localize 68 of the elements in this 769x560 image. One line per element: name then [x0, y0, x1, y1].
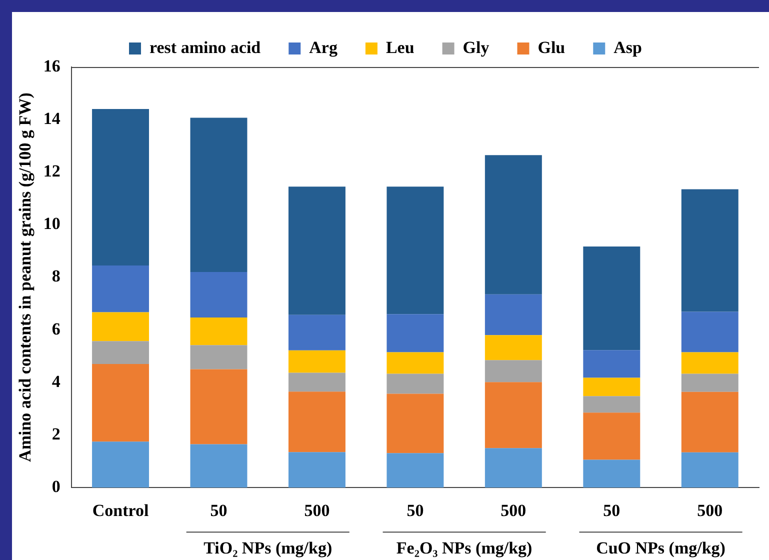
bar: [288, 392, 346, 452]
bar: [681, 452, 738, 488]
bar: [681, 374, 738, 392]
bar: [484, 155, 542, 294]
y-tick-label: 4: [52, 372, 61, 391]
x-tick-label: 50: [603, 501, 620, 520]
bar: [288, 372, 346, 392]
bar: [386, 352, 444, 374]
y-tick-label: 16: [43, 56, 60, 76]
bar: [190, 369, 248, 444]
bar: [386, 394, 444, 454]
x-tick-label: 500: [500, 501, 526, 520]
bar: [583, 246, 640, 350]
y-tick-label: 6: [52, 319, 60, 338]
x-tick-label: Control: [92, 501, 149, 520]
y-tick-label: 0: [52, 476, 60, 496]
bar: [386, 374, 444, 394]
bar: [386, 314, 444, 352]
x-tick-label: 50: [210, 501, 228, 520]
bar: [583, 350, 640, 378]
x-tick-label: 500: [697, 501, 723, 520]
bar: [681, 392, 738, 452]
bar: [583, 412, 640, 460]
bar: [190, 272, 248, 318]
bar: [92, 364, 149, 442]
bar: [681, 189, 738, 312]
x-tick-label: 500: [304, 501, 330, 520]
bar: [190, 318, 248, 346]
y-axis-title: Amino acid contents in peanut grains (g/100 g FW): [16, 92, 35, 462]
bar: [484, 335, 542, 360]
text: Fe₂O₃ NPs (mg/kg): [396, 538, 532, 558]
bar: [681, 312, 738, 352]
bar: [92, 442, 149, 488]
bar: [288, 314, 346, 350]
legend-label: Arg: [309, 38, 338, 57]
bar: [484, 448, 542, 488]
bar: [288, 350, 346, 373]
y-tick-label: 12: [43, 162, 60, 181]
legend-label: Gly: [462, 38, 490, 57]
y-tick-label: 10: [43, 214, 60, 234]
bar: [92, 109, 149, 266]
bar: [288, 452, 346, 488]
legend-label: Asp: [614, 38, 642, 57]
bar: [288, 186, 346, 315]
text: TiO₂ NPs (mg/kg): [204, 538, 332, 558]
bar: [190, 118, 248, 272]
bar: [484, 360, 542, 382]
bar: [190, 345, 248, 370]
legend-label: Leu: [386, 38, 414, 57]
bar: [583, 460, 640, 488]
bar: [92, 312, 149, 342]
y-tick-label: 2: [52, 424, 60, 444]
legend-label: rest amino acid: [150, 38, 262, 57]
bar: [583, 378, 640, 396]
legend-label: Glu: [538, 38, 566, 57]
bar: [583, 396, 640, 413]
y-tick-label: 8: [52, 266, 60, 286]
x-tick-label: 50: [406, 501, 424, 520]
bar: [386, 453, 444, 488]
bar: [484, 382, 542, 448]
bar: [484, 294, 542, 336]
bar: [92, 265, 149, 312]
bar: [92, 341, 149, 364]
bar: [681, 352, 738, 374]
text: CuO NPs (mg/kg): [596, 538, 726, 558]
y-tick-label: 14: [43, 108, 61, 128]
bar: [190, 444, 248, 488]
bar: [386, 186, 444, 314]
